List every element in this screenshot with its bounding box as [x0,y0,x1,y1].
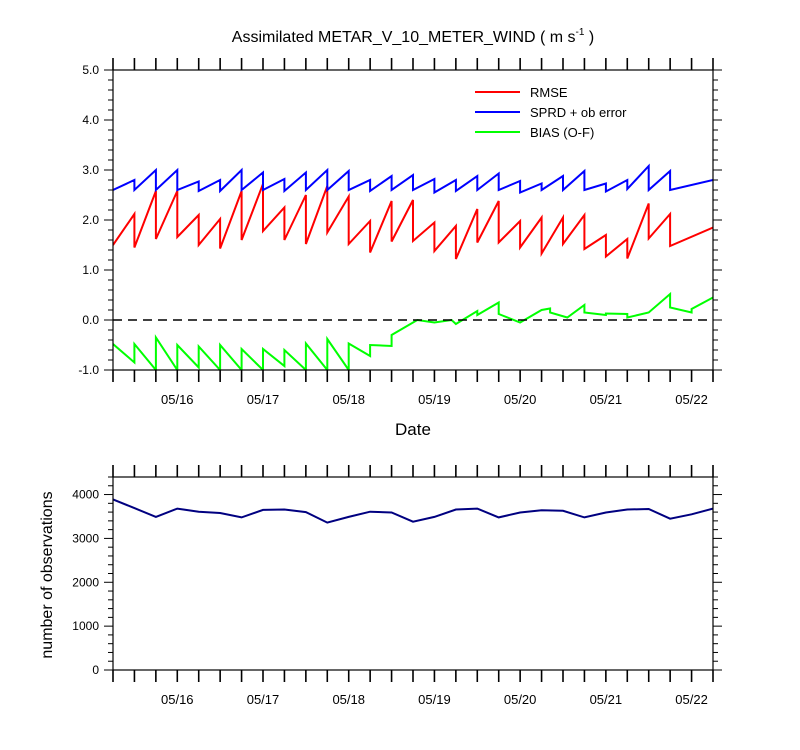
x-tick-label: 05/19 [418,392,451,407]
y-tick-label: 4000 [72,488,99,502]
y-tick-label: 5.0 [82,63,99,77]
legend-label: BIAS (O-F) [530,125,594,140]
series-line [113,183,713,260]
y-axis-label-observations: number of observations [39,491,56,658]
top-axis-ticks: -1.0 0.0 1.0 2.0 3.0 4.0 5.0 05/16 05/17 05/18 05/… [78,58,722,407]
y-tick-label: 3.0 [82,163,99,177]
x-tick-label: 05/19 [418,692,451,707]
top-chart: -1.0 0.0 1.0 2.0 3.0 4.0 5.0 05/16 05/17 05/18 05/… [78,58,722,439]
y-tick-label: 0 [92,663,99,677]
x-axis-label: Date [395,420,431,439]
x-tick-label: 05/21 [590,392,623,407]
bottom-axis-ticks: 0 1000 2000 3000 4000 05/16 05/17 05/18 05/19 05/… [72,465,722,707]
x-tick-label: 05/18 [332,392,365,407]
x-tick-label: 05/16 [161,392,194,407]
y-tick-label: 2000 [72,575,99,589]
series-line [113,163,713,195]
x-tick-label: 05/22 [675,392,708,407]
y-tick-label: 4.0 [82,113,99,127]
chart-title-end: ) [584,29,594,46]
x-tick-label: 05/17 [247,392,280,407]
y-tick-label: 3000 [72,531,99,545]
y-tick-label: 1000 [72,619,99,633]
legend-label: SPRD + ob error [530,105,627,120]
chart-title-superscript: -1 [576,27,585,38]
legend-label: RMSE [530,85,568,100]
top-series-layer [113,163,713,370]
bottom-plot-frame [112,476,714,671]
y-tick-label: 1.0 [82,263,99,277]
x-tick-label: 05/21 [590,692,623,707]
x-tick-label: 05/16 [161,692,194,707]
bottom-chart: 0 1000 2000 3000 4000 05/16 05/17 05/18 05/19 05/… [39,465,722,707]
chart-title-main: Assimilated METAR_V_10_METER_WIND ( m s [232,29,576,46]
y-tick-label: -1.0 [78,363,99,377]
x-tick-label: 05/20 [504,692,537,707]
bottom-series-layer [113,498,713,524]
x-tick-label: 05/17 [247,692,280,707]
x-tick-label: 05/18 [332,692,365,707]
x-tick-label: 05/20 [504,392,537,407]
series-line [113,498,713,524]
chart-title: Assimilated METAR_V_10_METER_WIND ( m s-… [232,27,594,46]
series-line [113,291,713,370]
legend: RMSE SPRD + ob error BIAS (O-F) [475,85,627,140]
x-tick-label: 05/22 [675,692,708,707]
y-tick-label: 0.0 [82,313,99,327]
y-tick-label: 2.0 [82,213,99,227]
